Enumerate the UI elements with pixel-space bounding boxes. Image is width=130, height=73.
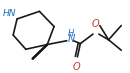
Text: HN: HN: [3, 9, 16, 18]
Text: O: O: [91, 19, 99, 29]
Text: O: O: [73, 62, 80, 72]
Text: H: H: [68, 29, 74, 38]
Text: N: N: [68, 34, 75, 44]
